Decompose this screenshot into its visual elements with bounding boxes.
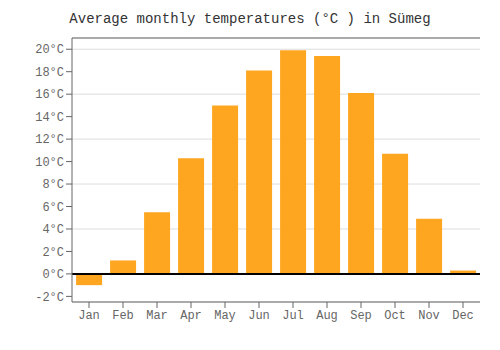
svg-text:8°C: 8°C	[42, 178, 64, 192]
svg-text:-2°C: -2°C	[35, 291, 64, 305]
svg-text:Apr: Apr	[180, 309, 202, 323]
svg-text:Jul: Jul	[282, 309, 304, 323]
svg-text:Feb: Feb	[112, 309, 134, 323]
svg-text:Sep: Sep	[350, 309, 372, 323]
svg-text:18°C: 18°C	[35, 66, 64, 80]
svg-text:4°C: 4°C	[42, 223, 64, 237]
svg-text:6°C: 6°C	[42, 201, 64, 215]
svg-text:Oct: Oct	[384, 309, 406, 323]
svg-text:20°C: 20°C	[35, 43, 64, 57]
svg-text:10°C: 10°C	[35, 156, 64, 170]
svg-text:0°C: 0°C	[42, 268, 64, 282]
svg-text:14°C: 14°C	[35, 111, 64, 125]
svg-text:May: May	[214, 309, 236, 323]
svg-text:16°C: 16°C	[35, 88, 64, 102]
svg-text:Jan: Jan	[78, 309, 100, 323]
svg-text:Aug: Aug	[316, 309, 338, 323]
svg-text:Mar: Mar	[146, 309, 168, 323]
svg-text:Nov: Nov	[418, 309, 440, 323]
svg-text:2°C: 2°C	[42, 246, 64, 260]
html-text:Average monthly temperatures (: Average monthly temperatures (°C ) in Sü…	[69, 11, 431, 27]
svg-text:Jun: Jun	[248, 309, 270, 323]
svg-text:12°C: 12°C	[35, 133, 64, 147]
svg-text:Dec: Dec	[452, 309, 474, 323]
